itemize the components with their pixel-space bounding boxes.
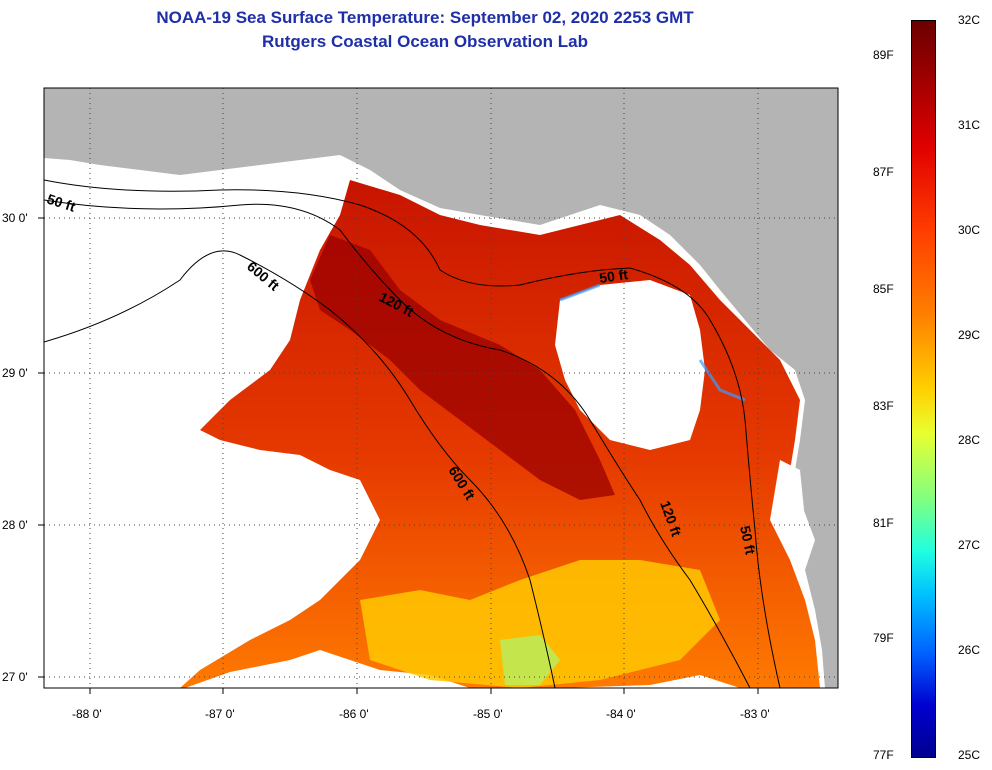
colorbar-f-81: 81F (873, 516, 894, 530)
contour-label-50-east: 50 ft (737, 524, 759, 556)
colorbar-c-26: 26C (958, 643, 981, 657)
map-subtitle: Rutgers Coastal Ocean Observation Lab (262, 32, 588, 51)
colorbar-c-29: 29C (958, 328, 981, 342)
lat-label-29: 29 0' (2, 366, 28, 380)
contour-label-50-bigbend: 50 ft (598, 266, 629, 286)
lon-label-84: -84 0' (606, 707, 636, 721)
lon-label-87: -87 0' (205, 707, 235, 721)
contour-600ft (44, 250, 556, 688)
lon-label-86: -86 0' (339, 707, 369, 721)
lat-label-28: 28 0' (2, 518, 28, 532)
graticule (44, 88, 838, 688)
sst-cool-patch (360, 560, 720, 688)
colorbar-f-83: 83F (873, 399, 894, 413)
sst-hot-core (310, 235, 615, 500)
lat-label-30: 30 0' (2, 211, 28, 225)
colorbar-c-30: 30C (958, 223, 981, 237)
contour-50ft (44, 179, 781, 688)
colorbar-f-85: 85F (873, 282, 894, 296)
colorbar-c-25: 25C (958, 748, 981, 762)
colorbar-c-27: 27C (958, 538, 981, 552)
sst-green-patch (500, 635, 560, 685)
colorbar-f-87: 87F (873, 165, 894, 179)
lon-label-85: -85 0' (473, 707, 503, 721)
contour-120ft (44, 199, 751, 688)
temperature-colorbar (911, 20, 936, 758)
colorbar-c-28: 28C (958, 433, 981, 447)
lon-label-88: -88 0' (72, 707, 102, 721)
colorbar-c-32: 32C (958, 13, 981, 27)
map-title: NOAA-19 Sea Surface Temperature: Septemb… (156, 8, 694, 27)
colorbar-f-89: 89F (873, 48, 894, 62)
land-mass (44, 88, 838, 688)
cloud-patch (555, 280, 705, 450)
colorbar-f-77: 77F (873, 748, 894, 762)
cloud-edge-blue (559, 283, 746, 402)
colorbar-f-79: 79F (873, 631, 894, 645)
lat-label-27: 27 0' (2, 670, 28, 684)
colorbar-c-31: 31C (958, 118, 981, 132)
cloud-east (770, 460, 805, 560)
axis-ticks (38, 217, 759, 694)
map-frame (43, 87, 839, 689)
lon-label-83: -83 0' (740, 707, 770, 721)
